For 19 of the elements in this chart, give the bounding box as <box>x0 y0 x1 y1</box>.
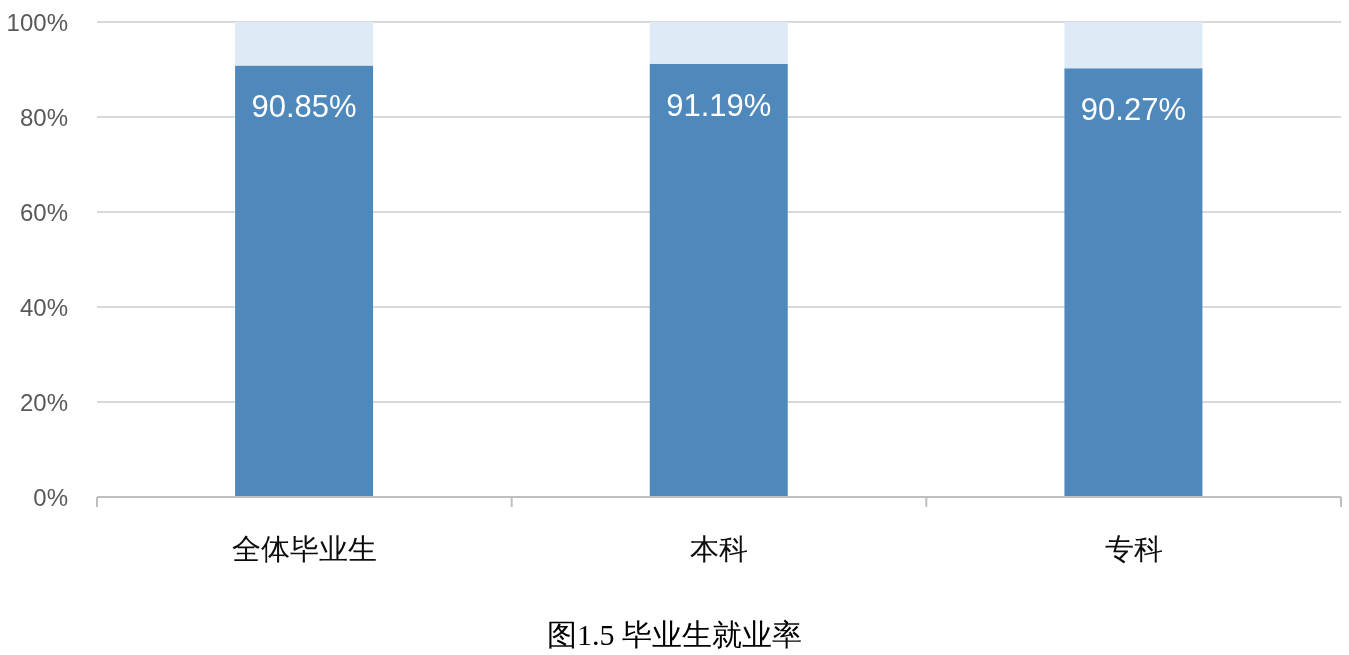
bar <box>649 63 788 497</box>
bar <box>1064 68 1203 497</box>
text: 图1.5 毕业生就业率 <box>546 617 803 653</box>
data-label: 90.85% <box>251 89 357 125</box>
y-tick-label: 60% <box>19 198 68 226</box>
y-tick-label: 100% <box>6 8 68 36</box>
data-label: 91.19% <box>666 87 772 123</box>
x-tick-label: 本科 <box>690 533 748 565</box>
x-tick-label: 专科 <box>1104 533 1163 565</box>
y-tick-label: 0% <box>33 483 68 511</box>
data-label: 90.27% <box>1080 92 1186 128</box>
bar <box>1064 22 1203 69</box>
bar <box>649 22 788 64</box>
x-tick-label: 全体毕业生 <box>231 533 377 565</box>
bar <box>235 65 374 497</box>
y-tick-label: 20% <box>19 388 68 416</box>
bar <box>235 22 374 66</box>
y-tick-label: 40% <box>19 293 68 321</box>
y-tick-label: 80% <box>19 103 68 131</box>
